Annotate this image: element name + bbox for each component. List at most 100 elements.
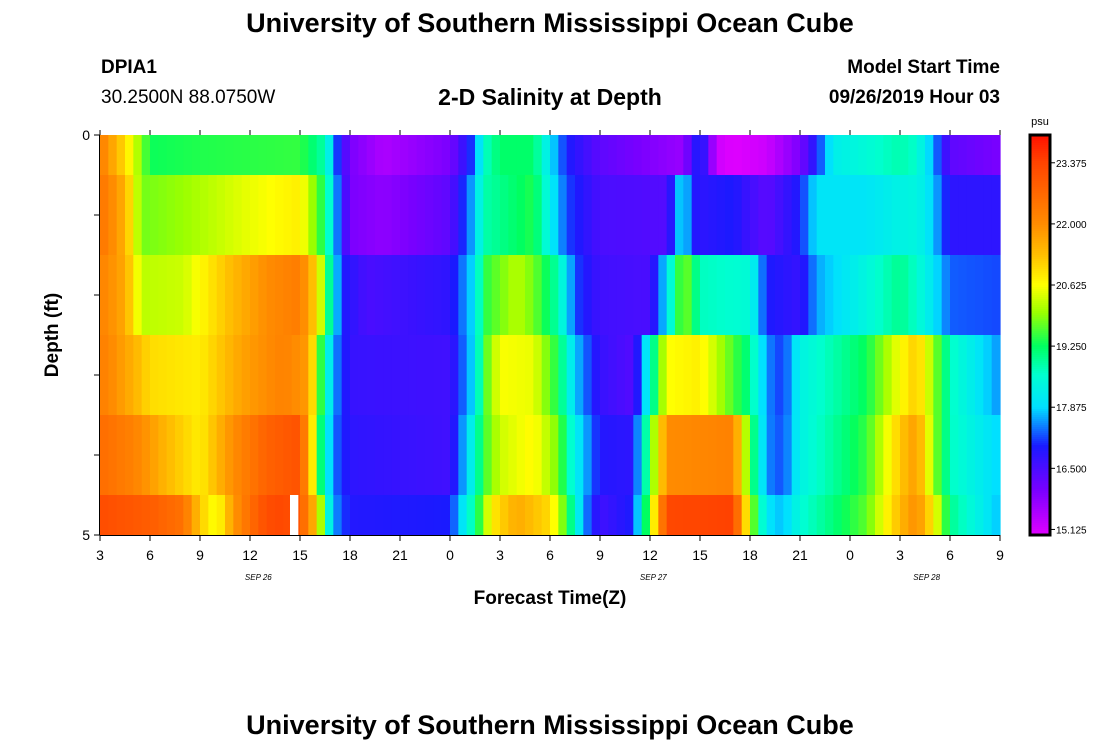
colorbar-segment <box>1030 289 1050 292</box>
colorbar-segment <box>1030 417 1050 420</box>
heatmap-cell <box>158 175 168 255</box>
heatmap-cell <box>583 255 593 335</box>
heatmap-cell <box>491 495 501 535</box>
colorbar-segment <box>1030 359 1050 362</box>
heatmap-cell <box>691 415 701 495</box>
colorbar-segment <box>1030 437 1050 440</box>
colorbar-segment <box>1030 497 1050 500</box>
x-tick-label: 9 <box>196 547 204 563</box>
heatmap-cell <box>675 335 684 415</box>
x-tick-label: 3 <box>496 547 504 563</box>
heatmap-cell <box>266 415 276 495</box>
heatmap-cell <box>108 415 118 495</box>
heatmap-cell <box>483 255 493 335</box>
heatmap-cell <box>325 335 334 415</box>
x-tick-label: 15 <box>292 547 308 563</box>
colorbar-segment <box>1030 501 1050 504</box>
x-tick-label: 9 <box>996 547 1004 563</box>
heatmap-cell <box>341 175 351 255</box>
heatmap-cell <box>183 415 193 495</box>
colorbar-segment <box>1030 529 1050 532</box>
heatmap-cell <box>183 495 193 535</box>
heatmap-cell <box>800 495 809 535</box>
colorbar-segment <box>1030 513 1050 516</box>
heatmap-cell <box>750 495 759 535</box>
heatmap-cell <box>650 135 659 175</box>
heatmap-cell <box>783 335 793 415</box>
heatmap-cell <box>258 175 268 255</box>
heatmap-cell <box>975 335 984 415</box>
heatmap-cell <box>100 255 109 335</box>
heatmap-cell <box>250 415 259 495</box>
x-tick-label: 12 <box>642 547 658 563</box>
heatmap-cell <box>141 415 151 495</box>
heatmap-cell <box>375 135 384 175</box>
colorbar-segment <box>1030 357 1050 360</box>
heatmap-cell <box>533 495 543 535</box>
heatmap-cell <box>566 135 576 175</box>
heatmap-cell <box>425 495 434 535</box>
colorbar-segment <box>1030 515 1050 518</box>
heatmap-cell <box>175 415 184 495</box>
heatmap-cell <box>441 495 451 535</box>
heatmap-cell <box>208 135 218 175</box>
heatmap-cell <box>683 135 693 175</box>
heatmap-cell <box>866 255 876 335</box>
heatmap-cell <box>666 335 676 415</box>
heatmap-cell <box>783 255 793 335</box>
heatmap-cell <box>850 255 859 335</box>
heatmap-cell <box>591 335 601 415</box>
heatmap-cell <box>991 335 1001 415</box>
heatmap-cell <box>450 495 459 535</box>
heatmap-cell <box>791 135 801 175</box>
heatmap-cell <box>125 255 134 335</box>
colorbar-segment <box>1030 427 1050 430</box>
heatmap-cell <box>916 255 926 335</box>
heatmap-cell <box>858 335 868 415</box>
heatmap-cell <box>775 175 784 255</box>
colorbar-segment <box>1030 467 1050 470</box>
colorbar-segment <box>1030 511 1050 514</box>
colorbar-segment <box>1030 369 1050 372</box>
heatmap-cell <box>958 415 968 495</box>
heatmap-cell <box>366 495 376 535</box>
heatmap-cell <box>133 255 143 335</box>
heatmap-cell <box>191 175 201 255</box>
heatmap-cell <box>883 415 893 495</box>
colorbar-segment <box>1030 329 1050 332</box>
colorbar-segment <box>1030 173 1050 176</box>
heatmap-cell <box>666 415 676 495</box>
missing-data-cell <box>290 495 299 535</box>
heatmap-cell <box>666 495 676 535</box>
colorbar-segment <box>1030 441 1050 444</box>
heatmap-cell <box>325 255 334 335</box>
heatmap-cell <box>225 175 234 255</box>
colorbar-segment <box>1030 499 1050 502</box>
heatmap-cell <box>133 335 143 415</box>
x-tick-label: 15 <box>692 547 708 563</box>
heatmap-cell <box>808 175 818 255</box>
heatmap-cell <box>750 415 759 495</box>
heatmap-cell <box>800 255 809 335</box>
colorbar-segment <box>1030 327 1050 330</box>
heatmap-cell <box>925 495 934 535</box>
heatmap-cell <box>716 495 726 535</box>
heatmap-cell <box>400 255 409 335</box>
heatmap-cell <box>658 415 668 495</box>
colorbar-segment <box>1030 473 1050 476</box>
heatmap-cell <box>558 135 568 175</box>
heatmap-cell <box>308 495 318 535</box>
heatmap-cell <box>650 255 659 335</box>
heatmap-cell <box>866 175 876 255</box>
heatmap-cell <box>825 135 834 175</box>
heatmap-cell <box>425 255 434 335</box>
heatmap-cell <box>191 135 201 175</box>
heatmap-cell <box>608 135 618 175</box>
heatmap-cell <box>400 135 409 175</box>
heatmap-cell <box>491 175 501 255</box>
colorbar-segment <box>1030 175 1050 178</box>
heatmap-cell <box>100 415 109 495</box>
colorbar-segment <box>1030 479 1050 482</box>
x-tick-label: 0 <box>446 547 454 563</box>
heatmap-cell <box>891 255 901 335</box>
